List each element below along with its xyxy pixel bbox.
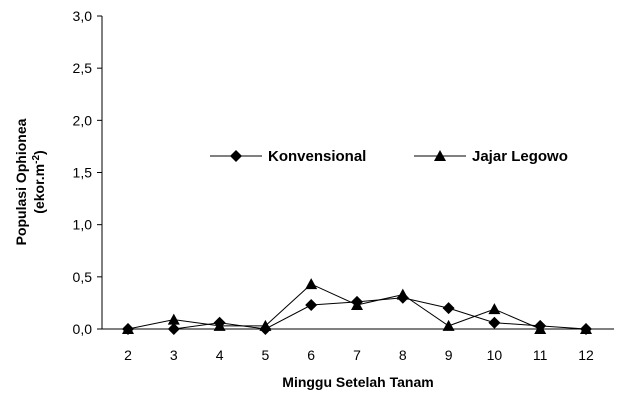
x-tick-label: 6 <box>307 347 315 363</box>
data-point-jajar-legowo <box>351 299 363 311</box>
y-tick-label: 2,0 <box>73 112 93 128</box>
x-tick-label: 9 <box>445 347 453 363</box>
y-axis-title-close: ) <box>31 150 47 155</box>
data-point-jajar-legowo <box>167 313 180 325</box>
data-point-jajar-legowo <box>488 303 501 315</box>
y-tick-label: 0,5 <box>73 269 93 285</box>
x-tick-label: 8 <box>399 347 407 363</box>
y-tick-label: 3,0 <box>73 8 93 24</box>
legend-label-jajar-legowo: Jajar Legowo <box>472 148 568 165</box>
data-point-konvensional <box>305 299 318 312</box>
y-axis-title-line2: (ekor.m-2) <box>31 150 48 213</box>
data-point-jajar-legowo <box>213 319 226 331</box>
data-point-konvensional <box>488 316 501 329</box>
data-point-jajar-legowo <box>259 319 272 331</box>
data-point-jajar-legowo <box>442 319 455 331</box>
data-point-konvensional <box>167 323 180 335</box>
data-point-jajar-legowo <box>305 278 318 290</box>
data-point-jajar-legowo <box>122 323 134 334</box>
legend-marker-diamond-icon <box>230 150 242 162</box>
data-point-jajar-legowo <box>534 323 547 334</box>
x-axis-title: Minggu Setelah Tanam <box>282 374 433 390</box>
x-tick-label: 11 <box>533 347 548 363</box>
legend-marker-triangle-icon <box>434 150 446 161</box>
legend-item-konvensional: Konvensional <box>210 148 366 165</box>
x-tick-label: 7 <box>353 347 361 363</box>
x-tick-label: 4 <box>216 347 224 363</box>
legend: Konvensional Jajar Legowo <box>210 148 568 165</box>
x-tick-label: 12 <box>578 347 594 363</box>
series-layer <box>122 278 592 335</box>
x-tick-label: 2 <box>124 347 132 363</box>
chart-axes <box>101 16 614 330</box>
data-point-jajar-legowo <box>580 323 592 334</box>
legend-label-konvensional: Konvensional <box>268 148 366 165</box>
data-point-konvensional <box>442 302 455 315</box>
y-tick-label: 1,5 <box>73 165 93 181</box>
y-axis-title: Populasi Ophionea (ekor.m-2) <box>13 118 47 245</box>
y-axis-title-superscript: -2 <box>31 155 42 164</box>
y-ticks: 0,0 0,5 1,0 1,5 2,0 2,5 3,0 <box>73 8 102 337</box>
y-axis-title-line1: Populasi Ophionea <box>13 118 29 245</box>
y-tick-label: 1,0 <box>73 217 93 233</box>
x-ticks: 2 3 4 5 6 7 8 9 10 11 12 <box>124 347 594 363</box>
x-tick-label: 5 <box>262 347 270 363</box>
y-axis-title-unit: (ekor.m <box>31 164 47 214</box>
y-tick-label: 0,0 <box>73 321 93 337</box>
x-tick-label: 3 <box>170 347 178 363</box>
y-tick-label: 2,5 <box>73 60 93 76</box>
data-point-jajar-legowo <box>396 288 409 300</box>
legend-item-jajar-legowo: Jajar Legowo <box>414 148 568 165</box>
series-jajar-legowo <box>122 278 592 334</box>
x-tick-label: 10 <box>487 347 503 363</box>
